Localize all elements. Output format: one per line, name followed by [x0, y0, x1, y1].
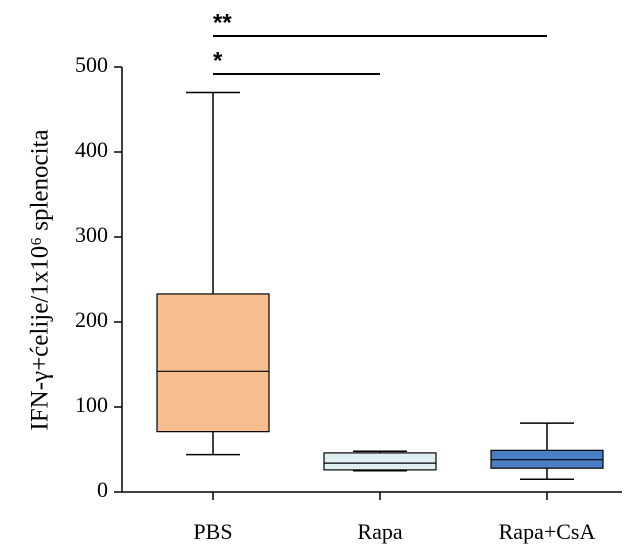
- box: [156, 293, 270, 433]
- y-tick-label: 100: [75, 392, 108, 417]
- y-tick-label: 300: [75, 222, 108, 247]
- y-tick-label: 0: [97, 477, 108, 502]
- box: [323, 452, 437, 471]
- significance-label: **: [213, 9, 232, 36]
- x-tick-label: Rapa: [357, 519, 402, 544]
- x-tick-label: PBS: [193, 519, 232, 544]
- y-tick-label: 500: [75, 52, 108, 77]
- x-tick-label: Rapa+CsA: [499, 519, 596, 544]
- y-axis-label: IFN-γ+ćelije/1x10⁶ splenocita: [27, 129, 54, 430]
- significance-label: *: [213, 47, 223, 74]
- y-tick-label: 400: [75, 137, 108, 162]
- y-tick-label: 200: [75, 307, 108, 332]
